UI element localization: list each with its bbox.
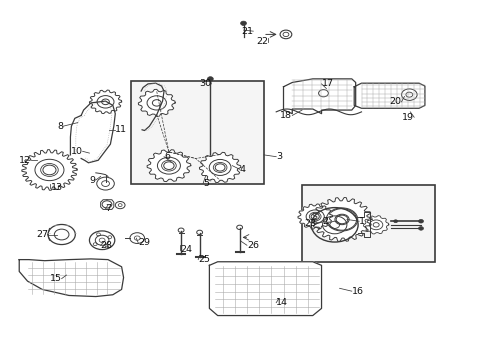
- Text: 28: 28: [101, 241, 112, 250]
- Text: 14: 14: [276, 298, 287, 307]
- Polygon shape: [138, 89, 175, 116]
- Text: 7: 7: [105, 204, 111, 213]
- Polygon shape: [22, 150, 77, 190]
- Text: 27: 27: [37, 230, 48, 239]
- Circle shape: [418, 226, 423, 230]
- Circle shape: [393, 220, 397, 223]
- Text: 25: 25: [198, 255, 210, 264]
- Text: 16: 16: [351, 287, 363, 296]
- Polygon shape: [363, 216, 388, 234]
- Text: 9: 9: [90, 176, 96, 185]
- Text: 15: 15: [50, 274, 61, 283]
- Polygon shape: [311, 198, 371, 242]
- Text: 20: 20: [389, 97, 401, 106]
- Text: 8: 8: [57, 122, 63, 131]
- Text: 6: 6: [163, 152, 170, 161]
- Bar: [131, 81, 264, 184]
- Polygon shape: [19, 259, 123, 297]
- Text: 21: 21: [241, 27, 253, 36]
- Polygon shape: [209, 262, 321, 316]
- Circle shape: [418, 220, 423, 223]
- Text: 13: 13: [50, 183, 62, 192]
- Polygon shape: [297, 204, 332, 229]
- Text: 22: 22: [255, 37, 267, 46]
- Text: 26: 26: [246, 241, 259, 250]
- Polygon shape: [199, 152, 241, 183]
- Bar: [302, 185, 434, 262]
- Polygon shape: [147, 150, 190, 182]
- Text: 4: 4: [239, 165, 245, 174]
- Circle shape: [207, 77, 213, 81]
- Text: 30: 30: [199, 80, 211, 89]
- Text: 12: 12: [19, 156, 31, 165]
- Text: 3: 3: [276, 152, 282, 161]
- Polygon shape: [353, 83, 424, 108]
- Circle shape: [240, 21, 246, 26]
- Text: 1: 1: [358, 217, 365, 226]
- Text: 2: 2: [322, 217, 328, 226]
- Text: 19: 19: [401, 113, 413, 122]
- Text: 23: 23: [304, 219, 316, 228]
- Text: 11: 11: [115, 125, 127, 134]
- Polygon shape: [283, 79, 355, 114]
- Text: 18: 18: [280, 111, 292, 120]
- Text: 24: 24: [180, 246, 192, 255]
- Text: 10: 10: [70, 147, 82, 156]
- Polygon shape: [89, 90, 122, 114]
- Text: 5: 5: [203, 179, 209, 188]
- Text: 29: 29: [138, 238, 150, 247]
- Text: 17: 17: [321, 80, 333, 89]
